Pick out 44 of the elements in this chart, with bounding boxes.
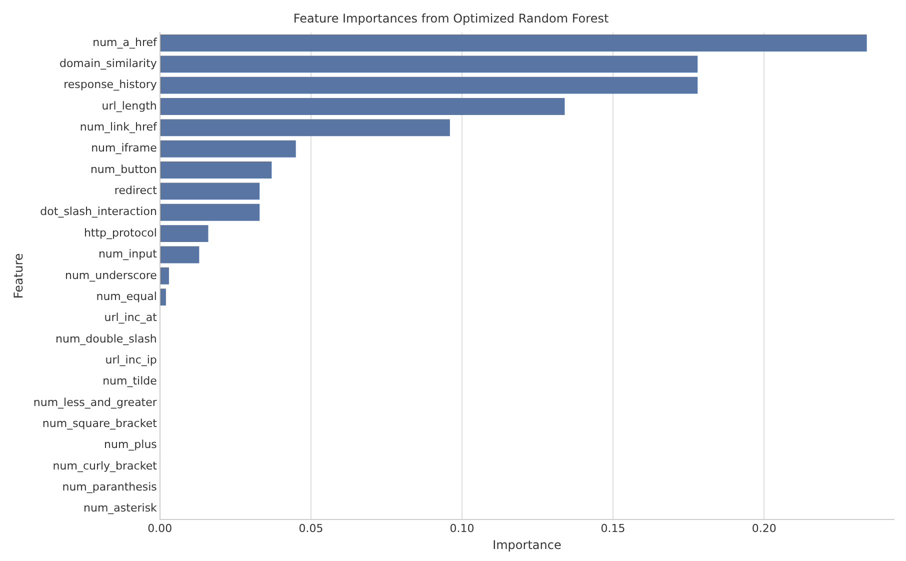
x-tick-label: 0.10: [450, 522, 474, 535]
y-tick-label: response_history: [64, 78, 158, 92]
bar: [160, 119, 450, 136]
bar: [160, 56, 698, 73]
bar: [160, 246, 200, 264]
y-tick-label: num_asterisk: [84, 502, 158, 515]
y-tick-label: redirect: [114, 184, 158, 198]
y-tick-label: num_equal: [96, 290, 157, 303]
y-tick-label: num_curly_bracket: [52, 459, 158, 472]
bar: [160, 182, 260, 200]
bar: [160, 204, 260, 221]
y-tick-label: url_inc_ip: [105, 353, 157, 366]
y-tick-label: num_button: [90, 162, 157, 176]
y-tick-label: num_underscore: [64, 268, 158, 282]
y-tick-label: domain_similarity: [59, 57, 158, 70]
y-tick-label: num_square_bracket: [42, 416, 158, 430]
bar: [160, 140, 296, 158]
y-axis-title: Feature: [11, 253, 26, 299]
y-tick-label: num_link_href: [80, 120, 158, 134]
x-tick-label: 0.00: [148, 522, 172, 535]
x-tick-label: 0.20: [752, 522, 776, 535]
y-tick-label: dot_slash_interaction: [40, 205, 157, 218]
y-tick-label: num_paranthesis: [62, 480, 158, 494]
bar: [160, 76, 698, 94]
y-tick-label: url_inc_at: [104, 311, 158, 324]
x-tick-label: 0.05: [298, 522, 324, 535]
y-tick-label: num_tilde: [102, 374, 158, 388]
y-tick-label: num_plus: [104, 438, 158, 452]
chart-title: Feature Importances from Optimized Random Forest: [293, 11, 609, 26]
y-tick-label: num_iframe: [91, 142, 158, 155]
bar: [160, 34, 867, 52]
bar: [160, 98, 565, 115]
bar: [160, 288, 166, 306]
bar: [160, 162, 272, 178]
y-tick-label: http_protocol: [84, 226, 157, 240]
bar: [160, 267, 169, 284]
y-tick-label: num_double_slash: [56, 332, 157, 346]
y-tick-label: num_less_and_greater: [33, 396, 158, 409]
x-tick-label: 0.15: [600, 522, 626, 535]
x-axis-title: Importance: [492, 538, 562, 552]
bar: [160, 225, 208, 242]
y-tick-label: num_a_href: [92, 36, 158, 49]
y-tick-label: url_length: [102, 99, 157, 112]
y-tick-label: num_input: [98, 248, 158, 261]
